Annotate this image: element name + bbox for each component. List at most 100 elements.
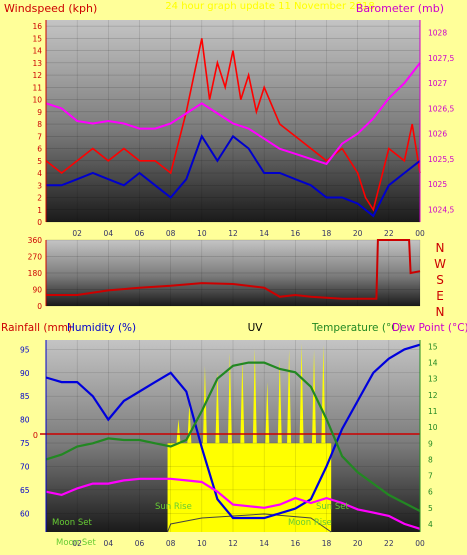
uv-axis-title: UV [248, 322, 264, 334]
top-right-tick-label: 1025 [428, 180, 447, 189]
top-left-tick-label: 0 [37, 218, 42, 227]
humidity-tick-label: 75 [20, 439, 30, 448]
direction-tick-label: 270 [28, 253, 43, 262]
top-series [45, 38, 421, 218]
bottom-x-tick-label: 12 [228, 539, 238, 548]
temperature-tick-label: 4 [428, 520, 433, 529]
direction-tick-label: 0 [37, 302, 42, 311]
top-left-tick-label: 4 [37, 169, 42, 178]
uv-spike [176, 419, 181, 444]
bottom-x-tick-label: 06 [135, 539, 145, 548]
top-x-tick-label: 16 [291, 229, 301, 238]
rainfall-axis-title: Rainfall (mm) [1, 322, 72, 334]
uv-spike [265, 381, 270, 444]
bottom-x-tick-label: 22 [384, 539, 394, 548]
top-x-tick-label: 10 [197, 229, 207, 238]
top-left-tick-label: 11 [32, 83, 42, 92]
temperature-tick-label: 9 [428, 439, 433, 448]
temperature-tick-label: 7 [428, 472, 433, 481]
humidity-tick-label: 80 [20, 416, 30, 425]
top-x-tick-label: 04 [104, 229, 114, 238]
uv-spike [287, 349, 292, 444]
temperature-tick-label: 11 [428, 407, 438, 416]
direction-label-n-top: N [436, 241, 445, 255]
bottom-series [40, 340, 421, 532]
direction-tick-label: 180 [28, 269, 43, 278]
temperature-axis-title: Temperature (°C) [311, 322, 403, 334]
moon-set-label: Moon Set [52, 518, 92, 528]
windspeed-axis-title: Windspeed (kph) [4, 2, 97, 15]
top-left-tick-label: 10 [32, 96, 42, 105]
direction-label-w: W [434, 257, 446, 271]
graph-title: 24 hour graph update 11 November 2018 [165, 1, 374, 12]
bottom-x-tick-label: 16 [291, 539, 301, 548]
direction-label-n-bottom: N [436, 305, 445, 319]
temperature-tick-label: 5 [428, 504, 433, 513]
humidity-tick-label: 85 [20, 392, 30, 401]
top-left-tick-label: 2 [37, 194, 42, 203]
humidity-tick-label: 65 [20, 486, 30, 495]
top-right-tick-label: 1026,5 [428, 104, 454, 113]
uv-spike [252, 348, 257, 444]
top-axes: 0123456789101112131415161024,510251025,5… [32, 20, 454, 238]
bottom-x-tick-label: 04 [104, 539, 114, 548]
direction-series [46, 239, 421, 307]
humidity-tick-label: 60 [20, 509, 30, 518]
direction-axes: 0 90 180 270 360 [28, 236, 47, 311]
top-left-tick-label: 12 [32, 71, 42, 80]
sun-rise-label: Sun Rise [155, 502, 192, 512]
direction-label-e: E [436, 289, 444, 303]
temperature-tick-label: 12 [428, 391, 438, 400]
temperature-tick-label: 13 [428, 375, 438, 384]
top-left-tick-label: 8 [37, 120, 42, 129]
top-x-tick-label: 18 [322, 229, 332, 238]
barometer-axis-title: Barometer (mb) [356, 2, 444, 15]
top-left-tick-label: 9 [37, 108, 42, 117]
top-left-tick-label: 15 [32, 34, 42, 43]
bottom-x-tick-label: 00 [415, 539, 425, 548]
direction-tick-label: 360 [28, 236, 43, 245]
uv-spike [321, 344, 326, 444]
temperature-tick-label: 8 [428, 455, 433, 464]
humidity-axis-title: Humidity (%) [67, 322, 136, 334]
solar-outline [167, 513, 332, 533]
uv-spike [215, 370, 220, 444]
top-left-tick-label: 7 [37, 132, 42, 141]
direction-plot-area [46, 240, 420, 306]
humidity-tick-label: 90 [20, 369, 30, 378]
bottom-x-tick-label: 08 [166, 539, 176, 548]
top-x-tick-label: 14 [259, 229, 269, 238]
temperature-tick-label: 6 [428, 488, 433, 497]
top-right-tick-label: 1028 [428, 29, 447, 38]
bottom-axes: 60 65 70 75 80 85 90 95 4 5 6 7 8 9 10 11 12 13 14 15 02 04 06… [20, 340, 438, 548]
series-temperature [45, 361, 421, 512]
uv-spike [312, 349, 317, 444]
top-x-tick-label: 20 [353, 229, 363, 238]
rainfall-zero-label: 0 [33, 431, 38, 440]
top-x-tick-label: 06 [135, 229, 145, 238]
top-x-tick-label: 00 [415, 229, 425, 238]
top-right-tick-label: 1024,5 [428, 205, 454, 214]
top-x-tick-label: 08 [166, 229, 176, 238]
direction-tick-label: 90 [32, 286, 42, 295]
dewpoint-axis-title: Dew Point (°C) [392, 322, 467, 334]
top-x-tick-label: 12 [228, 229, 238, 238]
top-x-tick-label: 22 [384, 229, 394, 238]
temperature-tick-label: 15 [428, 342, 438, 351]
top-x-tick-label: 02 [72, 229, 82, 238]
moon-set-bottom-label: Moon Set [56, 538, 96, 548]
uv-spike [240, 359, 245, 444]
series-humidity [45, 343, 421, 520]
top-right-tick-label: 1027 [428, 79, 447, 88]
top-right-tick-label: 1027,5 [428, 54, 454, 63]
top-left-tick-label: 5 [37, 157, 42, 166]
uv-spike [277, 359, 282, 444]
top-right-tick-label: 1026 [428, 130, 447, 139]
uv-spike [299, 343, 304, 444]
series-dew-point [45, 477, 421, 530]
series-barometer [45, 62, 421, 166]
top-left-tick-label: 14 [32, 47, 42, 56]
series-windspeed [45, 38, 421, 212]
bottom-x-tick-label: 14 [259, 539, 269, 548]
